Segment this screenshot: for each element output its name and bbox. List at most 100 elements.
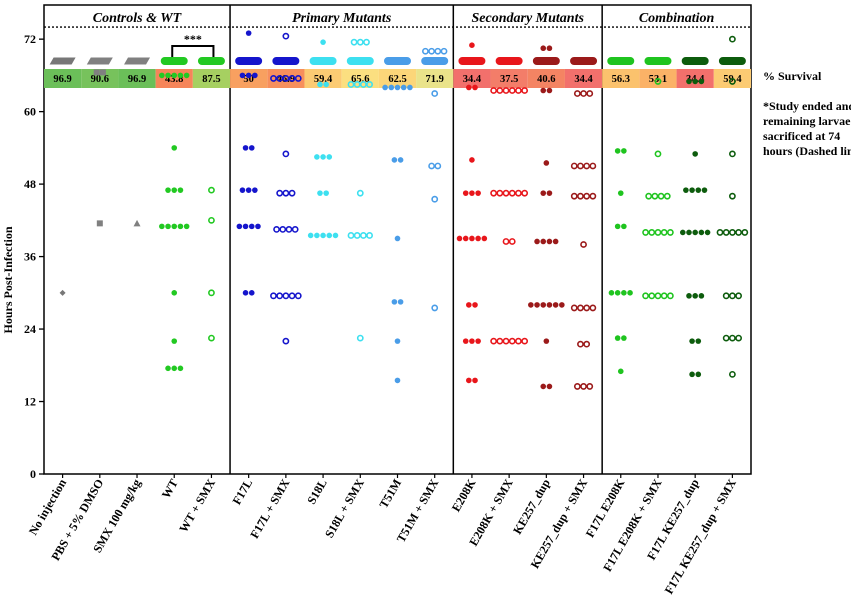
legend-swatch (607, 57, 635, 65)
data-point (285, 226, 293, 233)
survival-cell (416, 69, 454, 88)
data-point (546, 45, 553, 52)
data-point (472, 377, 478, 384)
data-point (583, 162, 591, 170)
data-point (735, 292, 742, 300)
data-point (294, 75, 302, 82)
survival-cell (676, 69, 714, 88)
data-point (735, 334, 742, 342)
data-point (692, 78, 698, 85)
data-point (515, 87, 522, 94)
data-point (323, 190, 329, 196)
data-point (359, 232, 367, 239)
genotype-legend-bars (49, 57, 746, 65)
data-point (586, 90, 594, 97)
legend-swatch (718, 57, 746, 65)
data-point (93, 69, 100, 76)
data-point (475, 338, 481, 344)
data-point (695, 338, 702, 344)
survival-cell (155, 69, 193, 88)
data-point (704, 229, 711, 236)
data-point (728, 292, 736, 300)
data-point (698, 229, 705, 236)
data-point (583, 340, 591, 348)
data-point (183, 223, 190, 230)
data-point (701, 187, 708, 193)
data-point (314, 154, 320, 160)
data-point (440, 47, 448, 55)
legend-swatch (160, 57, 188, 65)
data-point (543, 160, 550, 166)
data-point (570, 162, 578, 170)
survival-value: 56.3 (612, 74, 630, 85)
survival-cell (192, 69, 231, 88)
survival-value: 59.4 (314, 74, 333, 85)
data-point (586, 383, 594, 390)
data-point (397, 157, 404, 163)
data-point (242, 223, 249, 230)
data-point (502, 87, 510, 94)
data-point (735, 229, 742, 236)
data-point (502, 238, 510, 245)
data-point (366, 232, 373, 239)
data-point (621, 148, 627, 154)
survival-value: 37.5 (500, 74, 518, 85)
data-point (534, 302, 540, 308)
data-point (679, 229, 686, 236)
data-point (698, 293, 705, 299)
data-point (508, 337, 516, 345)
data-point (208, 289, 215, 297)
note-line: remaining larvae (763, 114, 851, 128)
data-point (654, 78, 662, 85)
data-point (508, 238, 516, 245)
legend-swatch (49, 57, 76, 65)
data-point (276, 292, 284, 300)
data-point (171, 365, 178, 372)
survival-value: 34.4 (574, 74, 593, 85)
x-tick-label: T51M (376, 477, 404, 511)
x-tick-label: S18L (304, 477, 329, 507)
data-point (177, 72, 184, 79)
data-point (394, 235, 401, 242)
data-point (400, 84, 407, 91)
data-point (350, 38, 358, 46)
survival-cell (602, 69, 640, 88)
data-point (689, 371, 695, 378)
data-point (356, 189, 364, 197)
data-point (741, 229, 749, 236)
data-point (59, 289, 66, 296)
data-point (99, 69, 106, 76)
data-point (177, 223, 184, 230)
data-point (462, 338, 469, 344)
data-point (434, 162, 442, 170)
data-point (397, 299, 404, 305)
data-point (496, 337, 504, 345)
survival-cell (267, 69, 305, 88)
survival-cell (304, 69, 342, 88)
data-point (608, 290, 615, 296)
y-axis-label: Hours Post-Infection (1, 226, 15, 333)
data-point (208, 334, 215, 342)
data-point (326, 154, 333, 160)
legend-swatch (644, 57, 672, 65)
survival-cell (527, 69, 565, 88)
data-point (692, 293, 698, 299)
data-point (407, 84, 413, 91)
data-point (496, 87, 504, 94)
data-point (248, 145, 255, 151)
survival-cell (44, 69, 82, 88)
data-point (159, 72, 165, 79)
data-point (521, 87, 529, 94)
data-point (159, 223, 165, 230)
data-point (577, 162, 584, 170)
data-point (428, 47, 436, 55)
data-point (663, 192, 671, 200)
data-point (540, 45, 547, 52)
data-point (660, 292, 668, 300)
data-point (434, 47, 442, 55)
data-point (96, 220, 103, 227)
data-point (282, 292, 290, 300)
data-point (165, 187, 171, 193)
data-point (617, 368, 624, 375)
data-point (314, 232, 320, 239)
